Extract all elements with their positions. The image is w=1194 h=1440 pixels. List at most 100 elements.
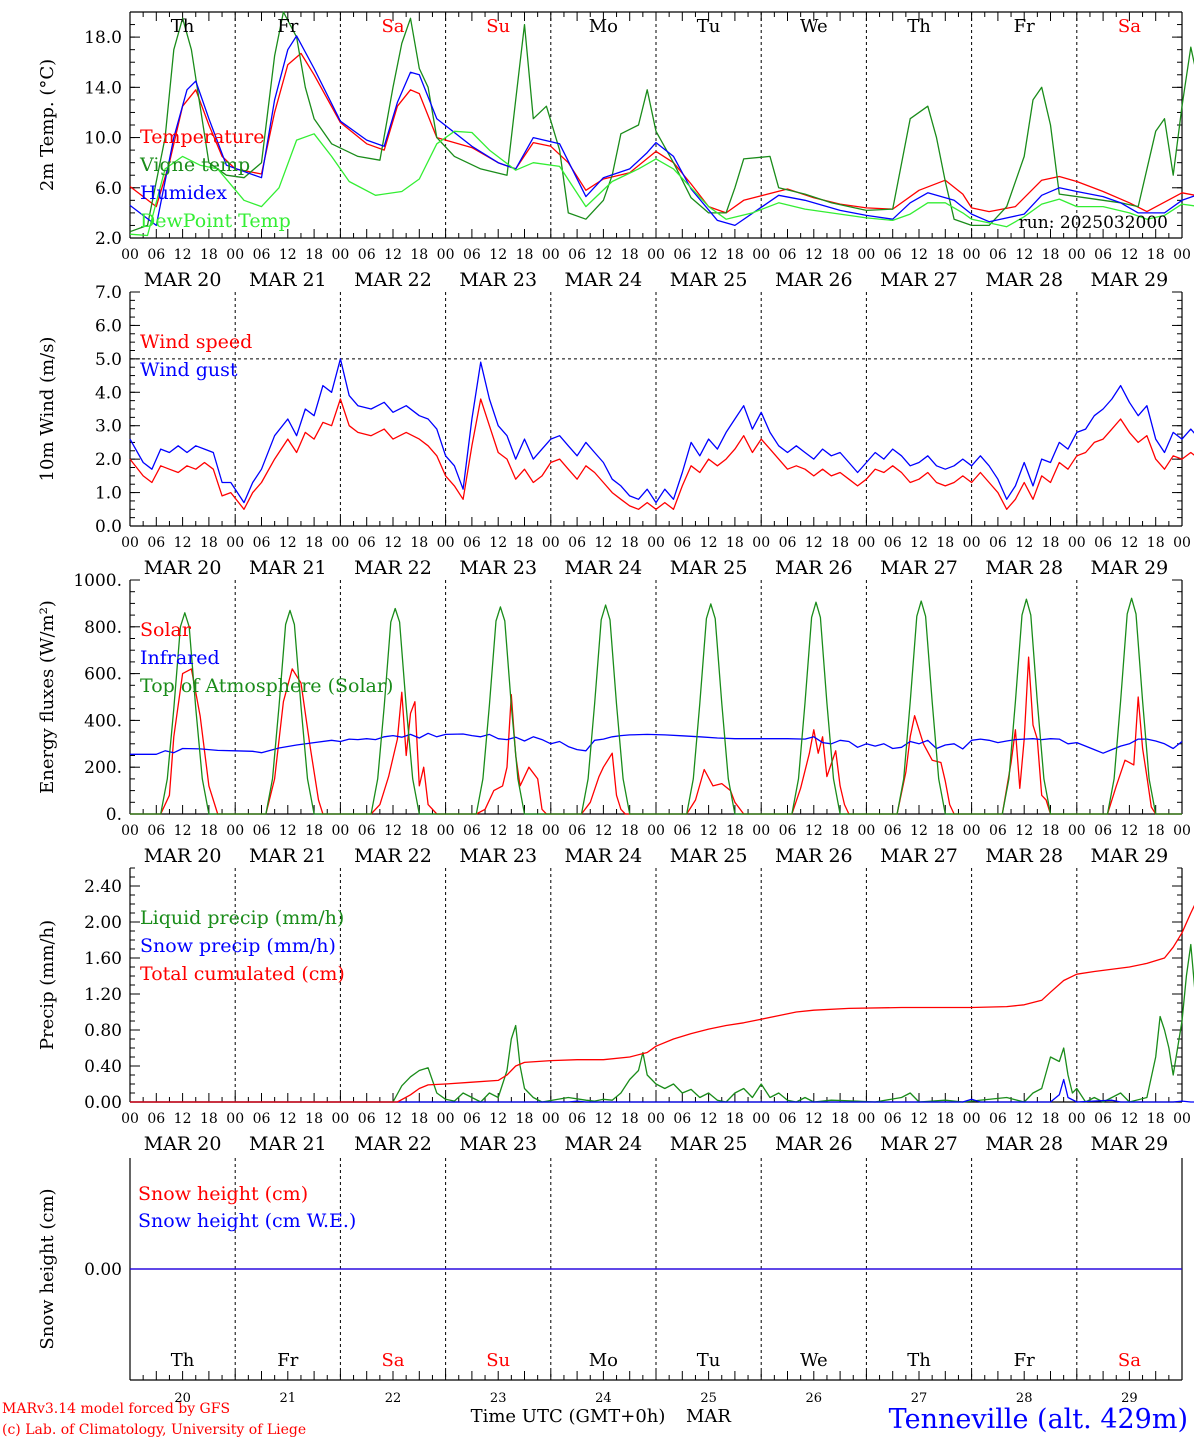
- hour-tick-label: 18: [516, 1111, 534, 1127]
- series-top-of-atmosphere-solar: [130, 597, 1182, 815]
- hour-tick-label: 06: [358, 247, 376, 263]
- hour-tick-label: 12: [1015, 247, 1033, 263]
- legend-entry: Wind speed: [140, 331, 252, 353]
- date-label: MAR 29: [1091, 557, 1169, 579]
- hour-tick-label: 18: [516, 247, 534, 263]
- hour-tick-label: 18: [1042, 247, 1060, 263]
- date-label: MAR 25: [670, 845, 748, 867]
- y-tick-label: 1.60: [84, 949, 122, 969]
- legend-entry: Total cumulated (cm): [140, 963, 345, 985]
- hour-tick-label: 06: [884, 823, 902, 839]
- hour-tick-label: 18: [936, 247, 954, 263]
- hour-tick-label: 00: [963, 823, 981, 839]
- legend-entry: Humidex: [140, 182, 227, 204]
- series-liquid-precip-mm-h: [130, 943, 1194, 1103]
- hour-tick-label: 06: [673, 1111, 691, 1127]
- hour-tick-label: 00: [752, 1111, 770, 1127]
- hour-tick-label: 12: [279, 247, 297, 263]
- hour-tick-label: 12: [1120, 247, 1138, 263]
- y-tick-label: 0.: [106, 805, 122, 825]
- hour-tick-label: 00: [1173, 823, 1191, 839]
- hour-tick-label: 00: [752, 535, 770, 551]
- hour-tick-label: 00: [857, 1111, 875, 1127]
- date-label: MAR 21: [249, 1133, 327, 1155]
- y-tick-label: 400.: [84, 711, 122, 731]
- hour-tick-label: 06: [884, 535, 902, 551]
- hour-tick-label: 06: [253, 1111, 271, 1127]
- legend-entry: Wind gust: [140, 359, 238, 381]
- hour-tick-label: 00: [647, 247, 665, 263]
- hour-tick-label: 00: [857, 535, 875, 551]
- hour-tick-label: 18: [410, 247, 428, 263]
- y-tick-label: 6.0: [95, 179, 122, 199]
- date-label: MAR 20: [144, 845, 222, 867]
- y-tick-label: 6.0: [95, 316, 122, 336]
- hour-tick-label: 18: [200, 535, 218, 551]
- hour-tick-label: 06: [463, 1111, 481, 1127]
- series-wind-gust: [129, 358, 1194, 504]
- date-label: MAR 25: [670, 557, 748, 579]
- hour-tick-label: 00: [331, 823, 349, 839]
- weekday-label: Su: [486, 1350, 510, 1371]
- hour-tick-label: 18: [305, 247, 323, 263]
- y-axis-label: Snow height (cm): [37, 1188, 58, 1349]
- weekday-label: Fr: [277, 16, 298, 37]
- weekday-label: Sa: [1118, 1350, 1141, 1371]
- y-tick-label: 4.0: [95, 383, 122, 403]
- hour-tick-label: 00: [1068, 823, 1086, 839]
- hour-tick-label: 18: [621, 823, 639, 839]
- hour-tick-label: 18: [936, 535, 954, 551]
- hour-tick-label: 18: [831, 247, 849, 263]
- date-label: MAR 27: [880, 845, 958, 867]
- hour-tick-label: 00: [752, 823, 770, 839]
- date-label: MAR 23: [459, 845, 537, 867]
- date-label: MAR 26: [775, 269, 853, 291]
- legend-entry: Snow precip (mm/h): [140, 935, 336, 957]
- hour-tick-label: 06: [673, 247, 691, 263]
- day-number-label: 27: [911, 1391, 928, 1406]
- hour-tick-label: 06: [463, 535, 481, 551]
- hour-tick-label: 12: [279, 535, 297, 551]
- hour-tick-label: 18: [305, 823, 323, 839]
- hour-tick-label: 12: [594, 247, 612, 263]
- hour-tick-label: 06: [147, 1111, 165, 1127]
- hour-tick-label: 18: [1042, 1111, 1060, 1127]
- hour-tick-label: 18: [831, 1111, 849, 1127]
- hour-tick-label: 06: [358, 1111, 376, 1127]
- hour-tick-label: 06: [779, 535, 797, 551]
- day-number-label: 26: [806, 1391, 823, 1406]
- hour-tick-label: 18: [200, 247, 218, 263]
- weekday-label: We: [800, 1350, 828, 1371]
- hour-tick-label: 12: [174, 823, 192, 839]
- hour-tick-label: 00: [331, 247, 349, 263]
- model-credit: MARv3.14 model forced by GFS: [2, 1401, 230, 1417]
- hour-tick-label: 00: [331, 1111, 349, 1127]
- weekday-label: Th: [171, 1350, 195, 1371]
- hour-tick-label: 12: [700, 1111, 718, 1127]
- series-total-cumulated-cm: [130, 904, 1194, 1103]
- hour-tick-label: 18: [621, 1111, 639, 1127]
- y-tick-label: 14.0: [84, 78, 122, 98]
- day-number-label: 25: [700, 1391, 717, 1406]
- hour-tick-label: 18: [936, 1111, 954, 1127]
- hour-tick-label: 18: [621, 535, 639, 551]
- y-tick-label: 800.: [84, 618, 122, 638]
- hour-tick-label: 06: [147, 823, 165, 839]
- day-number-label: 23: [490, 1391, 507, 1406]
- date-label: MAR 27: [880, 557, 958, 579]
- hour-tick-label: 06: [1094, 247, 1112, 263]
- y-axis-label: 10m Wind (m/s): [37, 337, 58, 482]
- hour-tick-label: 12: [174, 535, 192, 551]
- hour-tick-label: 06: [147, 247, 165, 263]
- hour-tick-label: 12: [910, 1111, 928, 1127]
- date-label: MAR 28: [985, 845, 1063, 867]
- time-axis-label: Time UTC (GMT+0h): [471, 1406, 666, 1427]
- y-tick-label: 0.00: [84, 1260, 122, 1280]
- station-label: Tenneville (alt. 429m): [889, 1404, 1188, 1435]
- y-tick-label: 200.: [84, 758, 122, 778]
- series-infrared: [130, 732, 1183, 755]
- weekday-label: Mo: [589, 16, 618, 37]
- date-label: MAR 23: [459, 1133, 537, 1155]
- hour-tick-label: 12: [1015, 1111, 1033, 1127]
- date-label: MAR 27: [880, 269, 958, 291]
